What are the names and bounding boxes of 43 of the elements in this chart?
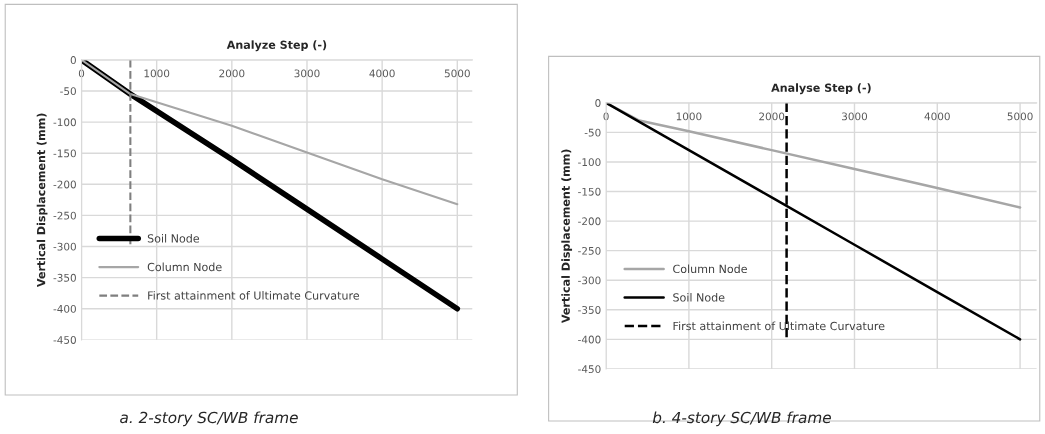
y-tick-label: -350 [53,273,76,282]
y-axis-title: Vertical Displacement (mm) [36,113,48,288]
legend-label: First attainment of Ultimate Curvature [673,321,885,331]
y-tick-label: -100 [53,118,76,127]
x-tick-label: 1000 [144,69,170,78]
x-axis-title: Analyze Step (-) [226,40,327,52]
y-tick-label: -400 [53,304,76,313]
y-tick-label: -300 [578,276,601,285]
legend-label: Column Node [673,264,747,274]
text: a. 2-story SC/WB frame [120,411,298,427]
y-tick-label: -100 [578,158,601,167]
y-tick-label: -450 [578,365,601,374]
y-tick-label: -400 [578,335,601,344]
x-tick-label: 4000 [369,69,395,78]
legend-label: Soil Node [673,293,725,302]
y-tick-label: 0 [595,99,601,107]
x-tick-label: 0 [603,112,609,121]
y-tick-label: -250 [578,246,601,255]
x-tick-label: 1000 [676,112,702,121]
y-tick-label: -150 [53,149,76,158]
x-tick-label: 5000 [444,69,470,78]
y-tick-label: -50 [584,128,601,137]
x-tick-label: 5000 [1007,112,1033,121]
y-axis-title: Vertical Displacement (mm) [561,149,573,324]
text: b. 4-story SC/WB frame [652,411,831,427]
y-tick-label: -200 [53,180,76,189]
y-tick-label: -450 [53,336,76,344]
y-tick-label: -350 [578,306,601,314]
y-tick-label: -250 [53,211,76,220]
y-tick-label: 0 [70,56,76,64]
x-tick-label: 2000 [219,69,245,78]
x-axis-title: Analyse Step (-) [771,83,871,95]
y-tick-label: -200 [578,217,601,226]
x-tick-label: 4000 [924,112,950,121]
x-tick-label: 3000 [294,69,320,78]
x-tick-label: 2000 [759,112,785,121]
x-tick-label: 3000 [842,112,868,121]
y-tick-label: -300 [53,242,76,251]
legend-label: First attainment of Ultimate Curvature [148,291,360,300]
y-tick-label: -50 [60,87,76,96]
y-tick-label: -150 [578,187,601,196]
legend-label: Soil Node [147,234,200,243]
legend-label: Column Node [147,262,222,272]
